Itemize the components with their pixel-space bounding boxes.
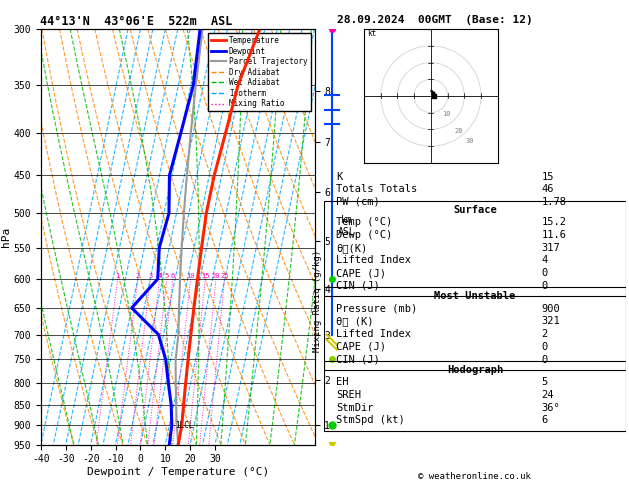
Text: 28.09.2024  00GMT  (Base: 12): 28.09.2024 00GMT (Base: 12)	[337, 15, 532, 25]
Text: CIN (J): CIN (J)	[336, 281, 380, 291]
Text: Totals Totals: Totals Totals	[336, 184, 417, 194]
Text: 11.6: 11.6	[542, 230, 566, 240]
Text: 10: 10	[443, 111, 451, 117]
Text: 5: 5	[542, 377, 548, 387]
Bar	[324, 201, 626, 296]
Text: Hodograph: Hodograph	[447, 364, 503, 375]
Text: 46: 46	[542, 184, 554, 194]
Text: Lifted Index: Lifted Index	[336, 256, 411, 265]
Text: 30: 30	[466, 138, 474, 144]
Text: © weatheronline.co.uk: © weatheronline.co.uk	[418, 472, 532, 481]
Text: 0: 0	[542, 342, 548, 352]
Y-axis label: hPa: hPa	[1, 227, 11, 247]
Text: 2: 2	[136, 273, 140, 279]
Text: 5: 5	[165, 273, 169, 279]
Text: 900: 900	[542, 304, 560, 313]
Text: 1: 1	[116, 273, 120, 279]
Text: θᴄ(K): θᴄ(K)	[336, 243, 367, 253]
Text: 24: 24	[542, 390, 554, 400]
Text: Surface: Surface	[453, 205, 497, 215]
Text: 4: 4	[542, 256, 548, 265]
Text: Most Unstable: Most Unstable	[434, 291, 516, 301]
Text: 15: 15	[201, 273, 209, 279]
Text: 15: 15	[542, 172, 554, 182]
Text: 25: 25	[220, 273, 229, 279]
Text: 317: 317	[542, 243, 560, 253]
Text: 0: 0	[542, 268, 548, 278]
Text: 2: 2	[542, 329, 548, 339]
Text: 36°: 36°	[542, 403, 560, 413]
Text: StmDir: StmDir	[336, 403, 374, 413]
Text: 20: 20	[212, 273, 220, 279]
Text: 4: 4	[157, 273, 162, 279]
Text: 0: 0	[542, 281, 548, 291]
Text: θᴄ (K): θᴄ (K)	[336, 316, 374, 327]
Text: PW (cm): PW (cm)	[336, 197, 380, 207]
Text: Temp (°C): Temp (°C)	[336, 217, 392, 227]
X-axis label: Dewpoint / Temperature (°C): Dewpoint / Temperature (°C)	[87, 467, 269, 477]
Text: kt: kt	[367, 29, 377, 38]
Text: Dewp (°C): Dewp (°C)	[336, 230, 392, 240]
Text: 1.78: 1.78	[542, 197, 566, 207]
Text: Mixing Ratio (g/kg): Mixing Ratio (g/kg)	[313, 250, 322, 352]
Text: 6: 6	[542, 416, 548, 425]
Text: 15.2: 15.2	[542, 217, 566, 227]
Text: 6: 6	[171, 273, 175, 279]
Text: 20: 20	[454, 128, 463, 134]
Text: CAPE (J): CAPE (J)	[336, 268, 386, 278]
Y-axis label: km
ASL: km ASL	[338, 215, 355, 237]
Text: K: K	[336, 172, 342, 182]
Text: Pressure (mb): Pressure (mb)	[336, 304, 417, 313]
Legend: Temperature, Dewpoint, Parcel Trajectory, Dry Adiabat, Wet Adiabat, Isotherm, Mi: Temperature, Dewpoint, Parcel Trajectory…	[208, 33, 311, 111]
Text: CAPE (J): CAPE (J)	[336, 342, 386, 352]
Bar	[324, 361, 626, 431]
Text: 10: 10	[186, 273, 195, 279]
Text: StmSpd (kt): StmSpd (kt)	[336, 416, 405, 425]
Text: Lifted Index: Lifted Index	[336, 329, 411, 339]
Bar	[324, 287, 626, 370]
Text: EH: EH	[336, 377, 348, 387]
Text: SREH: SREH	[336, 390, 361, 400]
Text: 3: 3	[148, 273, 152, 279]
Text: 1LCL: 1LCL	[175, 421, 194, 430]
Title: 44°13'N  43°06'E  522m  ASL: 44°13'N 43°06'E 522m ASL	[40, 15, 233, 28]
Text: 321: 321	[542, 316, 560, 327]
Text: CIN (J): CIN (J)	[336, 354, 380, 364]
Text: 0: 0	[542, 354, 548, 364]
